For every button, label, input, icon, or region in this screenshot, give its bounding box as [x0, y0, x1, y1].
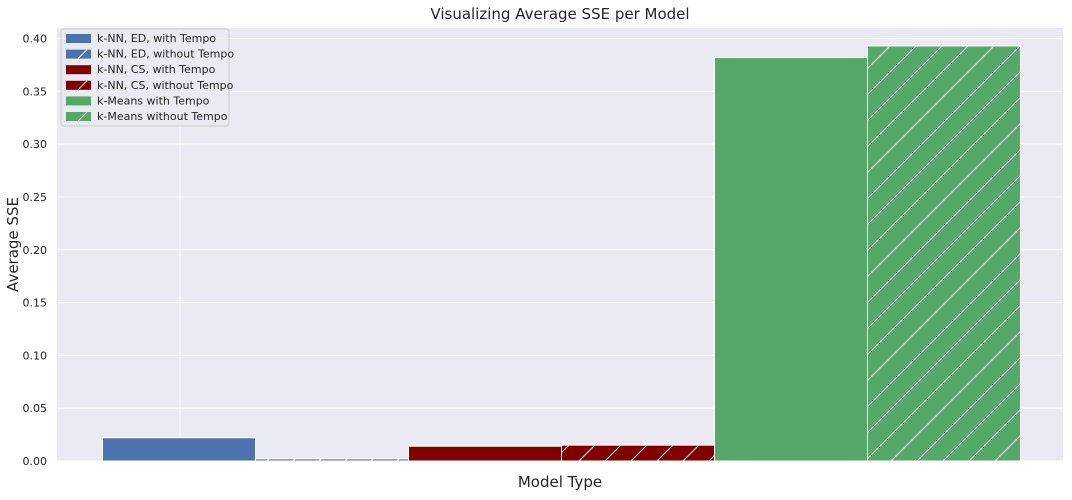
chart-title: Visualizing Average SSE per Model — [430, 5, 689, 23]
y-tick-label: 0.40 — [23, 33, 48, 46]
legend-swatch — [66, 80, 91, 90]
y-tick-label: 0.15 — [23, 297, 48, 310]
x-axis-title: Model Type — [518, 473, 602, 491]
bar-hatch — [561, 445, 715, 461]
legend: k-NN, ED, with Tempo k-NN, ED, without Te… — [60, 28, 234, 127]
bar — [102, 437, 256, 462]
bar — [714, 57, 868, 462]
legend-label: k-NN, CS, without Tempo — [97, 79, 234, 92]
legend-label: k-Means without Tempo — [97, 110, 228, 123]
legend-swatch-hatch — [77, 80, 88, 91]
y-tick-label: 0.30 — [23, 138, 48, 151]
legend-label: k-NN, ED, without Tempo — [97, 48, 234, 61]
bars — [102, 45, 1021, 462]
bar — [408, 445, 562, 462]
legend-label: k-Means with Tempo — [97, 94, 210, 107]
legend-swatch — [66, 49, 91, 59]
y-tick-label: 0.10 — [23, 349, 48, 362]
y-tick-label: 0.20 — [23, 244, 48, 257]
legend-swatch-hatch — [77, 111, 88, 122]
y-tick-label: 0.25 — [23, 191, 48, 204]
y-tick-label: 0.35 — [23, 85, 48, 98]
bar-hatch — [255, 458, 409, 461]
legend-swatch — [66, 112, 91, 121]
y-axis-ticks: 0.00 0.05 0.10 0.15 0.20 0.25 0.30 0.35 0.40 — [23, 33, 48, 468]
legend-swatch — [66, 65, 91, 75]
legend-label: k-NN, CS, with Tempo — [97, 63, 216, 76]
legend-label: k-NN, ED, with Tempo — [97, 32, 216, 45]
y-tick-label: 0.05 — [23, 402, 48, 415]
y-axis-title: Average SSE — [4, 197, 22, 292]
y-tick-label: 0.00 — [23, 455, 48, 468]
legend-box — [60, 28, 230, 127]
legend-swatch — [66, 96, 91, 106]
legend-swatch — [66, 34, 91, 43]
bar-hatch — [867, 45, 1021, 461]
legend-swatch-hatch — [77, 49, 88, 59]
